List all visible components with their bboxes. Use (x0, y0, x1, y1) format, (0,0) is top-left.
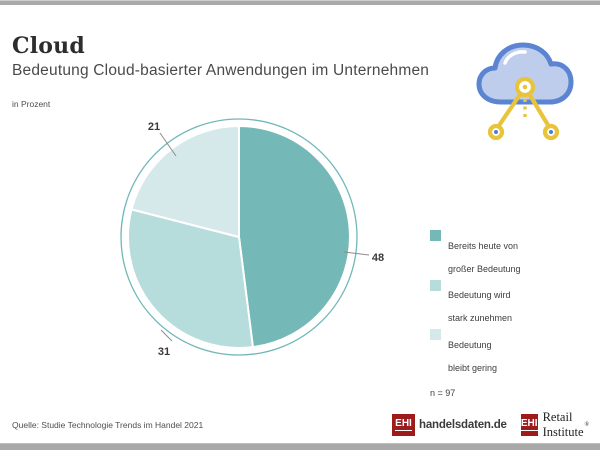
legend-label-line: Bedeutung wird (448, 290, 511, 300)
pie-slices (127, 125, 351, 349)
leader-line-31 (160, 329, 173, 342)
network-node-center (514, 76, 536, 98)
logo-handelsdaten-label: handelsdaten.de (419, 419, 507, 431)
pie-outer-ring (120, 118, 358, 356)
legend-item-stark-zunehmen: Bedeutung wird stark zunehmen (430, 279, 560, 325)
legend-item-grosse-bedeutung: Bereits heute von großer Bedeutung (430, 229, 560, 275)
legend-label-line: Bedeutung (448, 339, 492, 350)
legend-swatch-medium (430, 279, 441, 291)
legend-label-line: Bereits heute von (448, 240, 519, 251)
legend-label-line: bleibt gering (448, 362, 498, 373)
pie-callouts: 21 48 31 (148, 121, 384, 358)
network-node-left (487, 123, 505, 141)
logo-handelsdaten[interactable]: EHI handelsdaten.de (392, 414, 507, 436)
page-title: Cloud (12, 33, 85, 59)
network-node-right (542, 123, 560, 141)
logo-ehi-retail-institute[interactable]: EHI Retail Institute® (520, 410, 600, 440)
ehi-logo-text: EHI (520, 418, 538, 431)
source-note: Quelle: Studie Technologie Trends im Han… (12, 420, 204, 430)
ehi-logo-text: EHI (395, 418, 412, 431)
legend-swatch-dark (430, 230, 441, 241)
slice-value-label-31: 31 (158, 346, 170, 358)
ehi-logo-mark: EHI (392, 414, 415, 436)
cloud-network-icon (473, 33, 577, 145)
page-subtitle: Bedeutung Cloud-basierter Anwendungen im… (12, 62, 430, 79)
top-divider-bar (0, 0, 600, 5)
legend-label-line: großer Bedeutung (448, 263, 521, 274)
registered-trademark-symbol: ® (584, 421, 590, 428)
legend-label-line: stark zunehmen (448, 313, 513, 323)
pie-chart: 21 48 31 (80, 78, 400, 378)
legend-item-bleibt-gering: Bedeutung bleibt gering (430, 328, 560, 374)
leader-line-48 (343, 251, 370, 256)
sample-size-note: n = 97 (430, 388, 456, 398)
ehi-logo-mark: EHI (520, 414, 538, 436)
slice-value-label-21: 21 (148, 121, 160, 133)
leader-line-21 (159, 132, 177, 157)
legend-swatch-light (430, 329, 441, 340)
footer-logos: EHI handelsdaten.de EHI Retail Institute… (392, 410, 600, 440)
pie-slice[interactable] (127, 208, 254, 349)
cloud-shape (476, 42, 574, 105)
legend: Bereits heute von großer Bedeutung Bedeu… (430, 229, 560, 398)
bottom-divider-bar (0, 443, 600, 450)
cloud-highlight (503, 50, 527, 65)
logo-retail-institute-label: Retail Institute® (542, 410, 590, 439)
pie-slice[interactable] (238, 125, 351, 349)
slice-value-label-48: 48 (372, 252, 384, 264)
unit-note: in Prozent (12, 99, 51, 109)
